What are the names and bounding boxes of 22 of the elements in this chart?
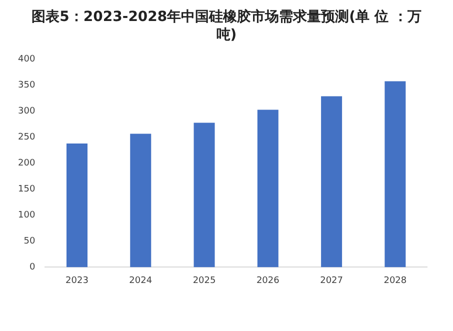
x-tick-label: 2027 — [320, 276, 343, 286]
x-tick-label: 2025 — [192, 276, 216, 286]
bar — [194, 122, 215, 268]
bar — [321, 96, 342, 268]
x-tick-label: 2026 — [256, 276, 280, 286]
y-tick-label: 150 — [18, 184, 36, 195]
y-tick-label: 200 — [18, 158, 36, 169]
bar — [130, 134, 152, 268]
x-tick-label: 2024 — [129, 276, 152, 286]
bar — [384, 81, 406, 268]
x-tick-label: 2023 — [66, 276, 88, 286]
y-tick-label: 400 — [18, 54, 36, 65]
y-tick-label: 250 — [18, 132, 36, 143]
y-tick-label: 300 — [18, 106, 36, 117]
y-tick-label: 50 — [24, 236, 36, 247]
bar — [257, 110, 278, 268]
x-tick-label: 2028 — [384, 276, 407, 286]
y-tick-label: 0 — [29, 262, 36, 273]
chart-title: 图表5：2023-2028年中国硅橡胶市场需求量预测(单 位 ：万吨) — [30, 8, 422, 44]
y-tick-label: 350 — [18, 80, 36, 91]
bar — [66, 144, 88, 268]
y-tick-label: 100 — [18, 210, 36, 221]
